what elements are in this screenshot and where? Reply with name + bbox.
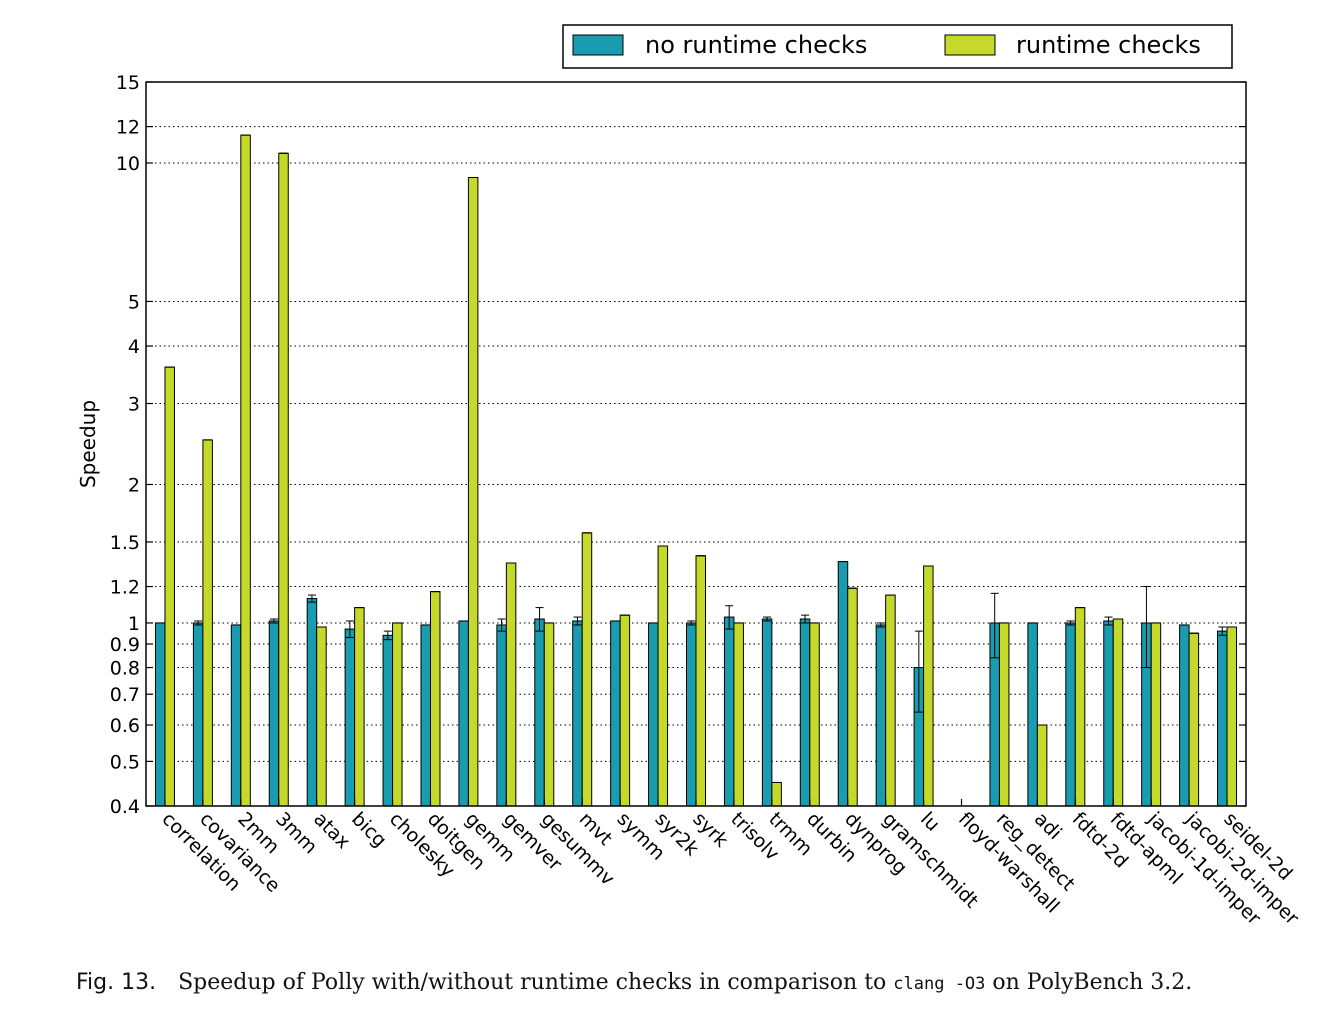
bar-runtime-checks-doitgen [429, 591, 441, 807]
bar-runtime-checks-jacobi-1d-imper [1150, 622, 1162, 807]
bar-no-runtime-checks-doitgen [420, 624, 431, 807]
bar-no-runtime-checks-bicg [344, 628, 356, 807]
bar-no-runtime-checks-syrk [686, 622, 697, 807]
bars-layer [154, 134, 1238, 807]
bar-no-runtime-checks-correlation [154, 622, 166, 807]
bar-runtime-checks-seidel-2d [1226, 626, 1238, 807]
bar-runtime-checks-jacobi-2d-imper [1188, 632, 1200, 807]
bar-no-runtime-checks-seidel-2d [1217, 630, 1228, 807]
caption-figure-number: Fig. 13. [76, 970, 157, 995]
bar-runtime-checks-symm [619, 614, 631, 807]
y-tick-label: 0.5 [110, 751, 140, 773]
x-tick-label-bicg: bicg [347, 808, 391, 852]
y-tick-label: 12 [116, 117, 140, 139]
bar-no-runtime-checks-gemm [458, 620, 469, 807]
y-tick-label: 0.7 [110, 684, 140, 706]
figure-caption: Fig. 13. Speedup of Polly with/without ru… [76, 970, 1326, 995]
legend-label-runtime-checks: runtime checks [1016, 31, 1201, 59]
y-tick-label: 0.4 [110, 796, 140, 818]
bar-runtime-checks-lu [923, 565, 934, 807]
bar-no-runtime-checks-fdtd-2d [1065, 622, 1076, 807]
x-tick-label-lu: lu [916, 808, 944, 836]
bar-runtime-checks-correlation [164, 366, 175, 807]
bar-runtime-checks-fdtd-apml [1112, 618, 1124, 807]
legend: no runtime checks runtime checks [562, 24, 1233, 69]
bar-no-runtime-checks-gemver [496, 624, 507, 807]
caption-text-after: on PolyBench 3.2. [985, 970, 1193, 995]
bar-no-runtime-checks-3mm [268, 620, 280, 807]
bar-no-runtime-checks-symm [610, 620, 621, 807]
y-tick-label: 1.5 [110, 532, 140, 554]
bar-runtime-checks-fdtd-2d [1074, 607, 1086, 807]
y-tick-label: 2 [128, 474, 140, 496]
bar-runtime-checks-gemm [467, 176, 479, 807]
legend-label-no-runtime-checks: no runtime checks [645, 31, 867, 59]
bar-runtime-checks-3mm [278, 152, 289, 807]
bar-no-runtime-checks-gesummv [534, 618, 545, 807]
y-tick-label: 0.8 [110, 658, 140, 680]
bar-no-runtime-checks-atax [306, 598, 318, 807]
bar-runtime-checks-trisolv [733, 622, 744, 807]
legend-swatch-runtime-checks [944, 34, 996, 56]
bar-runtime-checks-syr2k [657, 545, 669, 807]
bar-runtime-checks-gemver [505, 562, 517, 807]
bar-runtime-checks-mvt [581, 532, 593, 807]
bar-runtime-checks-trmm [771, 781, 782, 807]
bar-runtime-checks-atax [316, 626, 327, 807]
bar-no-runtime-checks-durbin [799, 618, 811, 807]
bar-no-runtime-checks-gramschmidt [875, 624, 887, 807]
y-tick-label: 0.9 [110, 634, 140, 656]
bar-no-runtime-checks-jacobi-2d-imper [1179, 624, 1190, 807]
bar-runtime-checks-syrk [695, 555, 706, 807]
y-tick-label: 5 [128, 291, 140, 313]
bar-runtime-checks-covariance [202, 439, 213, 807]
y-tick-label: 1.2 [110, 577, 140, 599]
caption-text-before: Speedup of Polly with/without runtime ch… [178, 970, 894, 995]
y-tick-label: 1 [128, 613, 140, 635]
x-tick-label-3mm: 3mm [271, 808, 321, 858]
y-tick-label: 10 [116, 153, 140, 175]
bar-runtime-checks-cholesky [392, 622, 403, 807]
bar-no-runtime-checks-trisolv [723, 616, 735, 807]
legend-box [562, 24, 1233, 69]
bar-runtime-checks-durbin [809, 622, 820, 807]
bar-no-runtime-checks-cholesky [382, 634, 394, 807]
legend-swatch-no-runtime-checks [572, 34, 624, 56]
ticks-layer: 0.4 0.5 0.6 0.7 0.80.91 1.2 1.5 2 3 4 5 10 12 15 [110, 72, 1246, 818]
bar-runtime-checks-adi [1036, 724, 1048, 807]
bar-no-runtime-checks-2mm [230, 624, 242, 807]
bar-runtime-checks-reg_detect [998, 622, 1010, 807]
bar-runtime-checks-bicg [354, 607, 365, 807]
bar-no-runtime-checks-mvt [572, 620, 583, 807]
bar-runtime-checks-2mm [240, 134, 251, 807]
y-axis-label: Speedup [76, 400, 100, 488]
bar-runtime-checks-dynprog [847, 587, 858, 807]
bar-no-runtime-checks-trmm [761, 618, 773, 807]
caption-code: clang -O3 [893, 974, 986, 994]
bar-no-runtime-checks-syr2k [648, 622, 659, 807]
y-tick-label: 4 [128, 336, 140, 358]
x-tick-labels: correlationcovariance2mm3mmataxbicgchole… [157, 807, 1303, 929]
bar-runtime-checks-gramschmidt [885, 594, 896, 807]
y-tick-label: 15 [116, 72, 140, 94]
bar-no-runtime-checks-dynprog [837, 561, 849, 807]
bar-no-runtime-checks-fdtd-apml [1103, 620, 1114, 807]
y-tick-label: 0.6 [110, 715, 140, 737]
y-tick-label: 3 [128, 394, 140, 416]
bar-no-runtime-checks-adi [1027, 622, 1038, 807]
bar-runtime-checks-gesummv [543, 622, 555, 807]
bar-no-runtime-checks-covariance [192, 622, 204, 807]
chart-svg: 0.4 0.5 0.6 0.7 0.80.91 1.2 1.5 2 3 4 5 10 12 15 corr… [76, 24, 1303, 929]
